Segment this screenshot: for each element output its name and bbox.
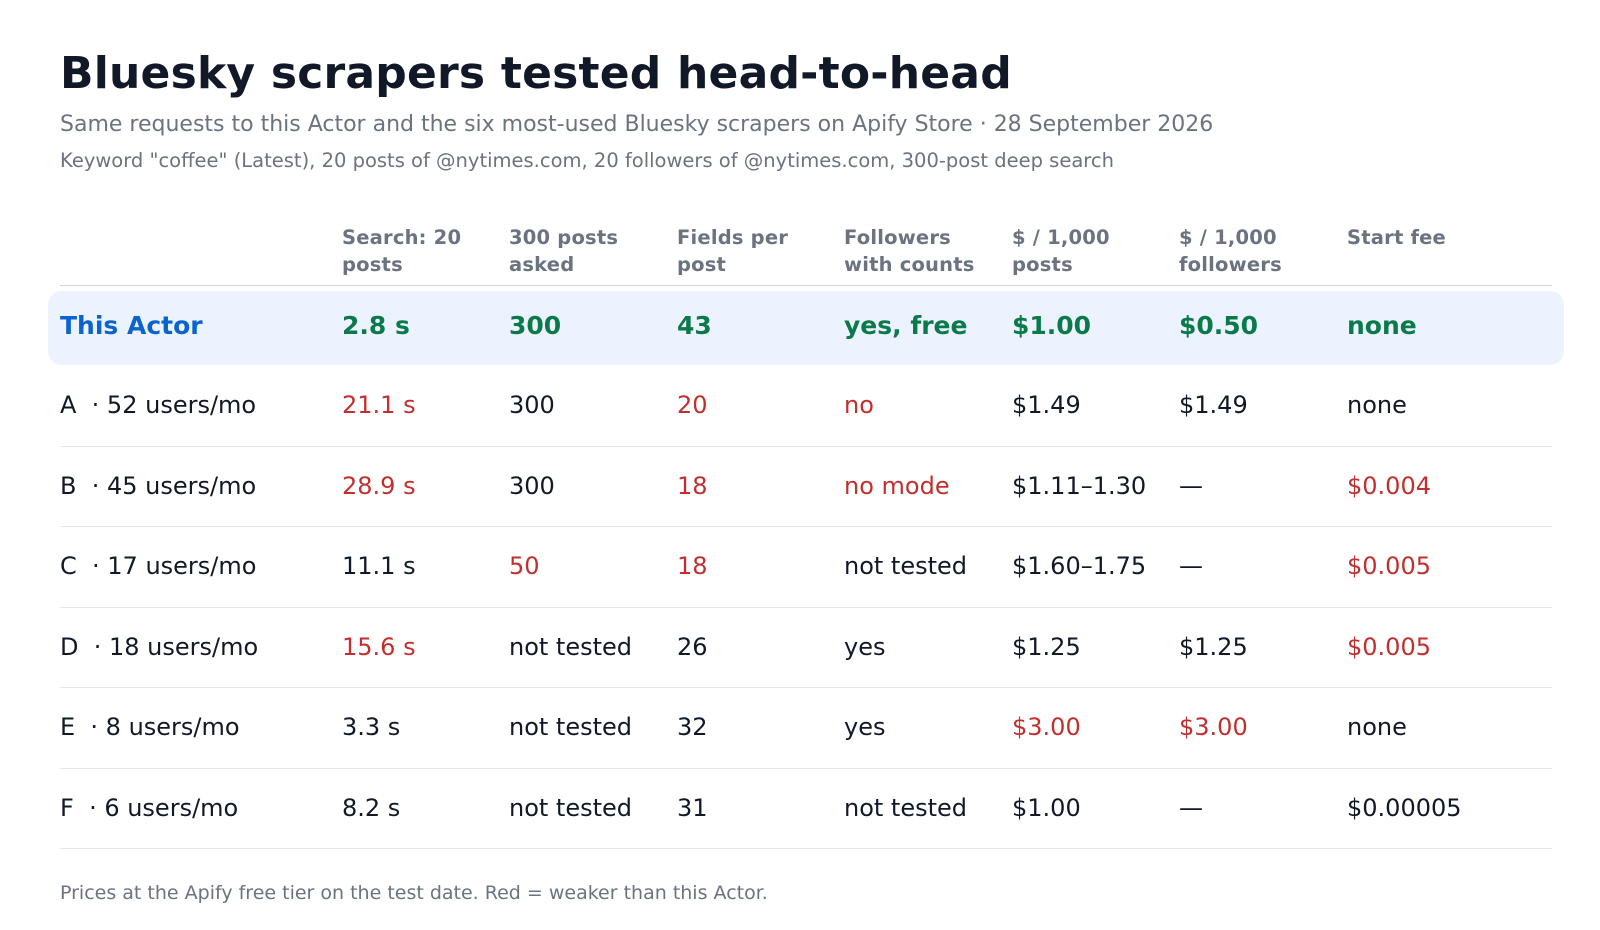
footnote: Prices at the Apify free tier on the tes… [60, 882, 768, 904]
table-cell: 28.9 s [342, 471, 416, 500]
row-label: This Actor [60, 310, 203, 340]
table-cell: $3.00 [1179, 713, 1248, 741]
column-header-line: 300 posts [509, 226, 619, 249]
table-cell: $1.49 [1179, 391, 1248, 419]
column-header: $ / 1,000 followers [1179, 224, 1282, 278]
table-cell: no [844, 391, 874, 419]
table-cell: 18 [677, 552, 708, 580]
table-cell: 300 [509, 471, 555, 500]
table-cell: $0.005 [1347, 552, 1431, 580]
table-cell: $1.11–1.30 [1012, 471, 1147, 500]
table-cell: $1.25 [1012, 632, 1081, 661]
table-cell: 11.1 s [342, 552, 416, 580]
column-header-line: Start fee [1347, 226, 1446, 249]
table-cell: $0.50 [1179, 310, 1259, 340]
column-header-line: Search: 20 [342, 226, 462, 249]
table-cell: yes [844, 632, 886, 661]
column-header-line: with counts [844, 253, 975, 276]
column-header: Fields per post [677, 224, 788, 278]
table-cell: not tested [844, 793, 968, 822]
table-cell: no mode [844, 471, 950, 500]
table-row: E · 8 users/mo 3.3 s not tested 32 yes $3.00 $… [60, 687, 1552, 769]
table-cell: $1.49 [1012, 391, 1081, 419]
column-header: 300 posts asked [509, 224, 618, 278]
table-row: D · 18 users/mo 15.6 s not tested 26 yes $1.2… [60, 606, 1552, 688]
table-cell: yes [844, 713, 886, 741]
table-cell: $0.004 [1347, 471, 1431, 500]
table-cell: $0.005 [1347, 632, 1431, 661]
table-cell: yes, free [844, 310, 968, 340]
table-cell: 26 [677, 632, 708, 661]
column-header-line: posts [342, 253, 403, 276]
table-row: B · 45 users/mo 28.9 s 300 18 no mode $1.11–1… [60, 445, 1552, 527]
row-label: C · 17 users/mo [60, 552, 257, 580]
table-cell: $3.00 [1012, 713, 1081, 741]
table-cell: not tested [844, 552, 968, 580]
table-row-this-actor: This Actor 2.8 s 300 43 yes, free $1.00 $0.50 n… [60, 284, 1552, 366]
column-header: Start fee [1347, 224, 1446, 251]
table-cell: none [1347, 310, 1417, 340]
table-cell: — [1179, 471, 1203, 500]
column-header-line: Followers [844, 226, 951, 249]
table-cell: not tested [509, 713, 633, 741]
table-cell: 3.3 s [342, 713, 401, 741]
table-cell: $0.00005 [1347, 793, 1462, 822]
table-cell: 31 [677, 793, 708, 822]
table-row: C · 17 users/mo 11.1 s 50 18 not tested $1.60… [60, 526, 1552, 608]
table-cell: — [1179, 793, 1203, 822]
column-header-line: Fields per [677, 226, 789, 249]
table-cell: $1.25 [1179, 632, 1248, 661]
row-label: D · 18 users/mo [60, 632, 259, 661]
table-cell: 32 [677, 713, 708, 741]
column-header-line: $ / 1,000 [1179, 226, 1277, 249]
table-cell: 43 [677, 310, 712, 340]
table-header: Search: 20 posts 300 posts asked Fields per p… [60, 224, 1552, 286]
table-cell: 21.1 s [342, 391, 416, 419]
column-header: $ / 1,000 posts [1012, 224, 1110, 278]
table-cell: — [1179, 552, 1203, 580]
row-label: E · 8 users/mo [60, 713, 240, 741]
row-label: B · 45 users/mo [60, 471, 257, 500]
column-header-line: posts [1012, 253, 1073, 276]
table-cell: $1.60–1.75 [1012, 552, 1147, 580]
table-cell: 300 [509, 310, 562, 340]
table-cell: not tested [509, 632, 633, 661]
table-row: A · 52 users/mo 21.1 s 300 20 no $1.49 $1.49 no… [60, 365, 1552, 447]
table-cell: 300 [509, 391, 555, 419]
table-cell: $1.00 [1012, 793, 1081, 822]
column-header: Followers with counts [844, 224, 975, 278]
column-header-line: followers [1179, 253, 1282, 276]
table-cell: $1.00 [1012, 310, 1092, 340]
column-header-line: $ / 1,000 [1012, 226, 1110, 249]
row-label: F · 6 users/mo [60, 793, 239, 822]
table-cell: none [1347, 713, 1407, 741]
column-header-line: post [677, 253, 727, 276]
table-cell: 2.8 s [342, 310, 410, 340]
table-row: F · 6 users/mo 8.2 s not tested 31 not teste… [60, 767, 1552, 849]
column-header: Search: 20 posts [342, 224, 461, 278]
column-header-line: asked [509, 253, 575, 276]
page-subtitle: Same requests to this Actor and the six … [60, 112, 1214, 137]
table-cell: 50 [509, 552, 540, 580]
table-cell: none [1347, 391, 1407, 419]
table-cell: 20 [677, 391, 708, 419]
table-cell: 15.6 s [342, 632, 416, 661]
table-cell: 18 [677, 471, 708, 500]
table-cell: not tested [509, 793, 633, 822]
highlight-row-background [48, 291, 1564, 365]
page-title: Bluesky scrapers tested head-to-head [60, 48, 1012, 99]
row-label: A · 52 users/mo [60, 391, 257, 419]
table-cell: 8.2 s [342, 793, 401, 822]
test-description: Keyword "coffee" (Latest), 20 posts of @… [60, 149, 1114, 172]
